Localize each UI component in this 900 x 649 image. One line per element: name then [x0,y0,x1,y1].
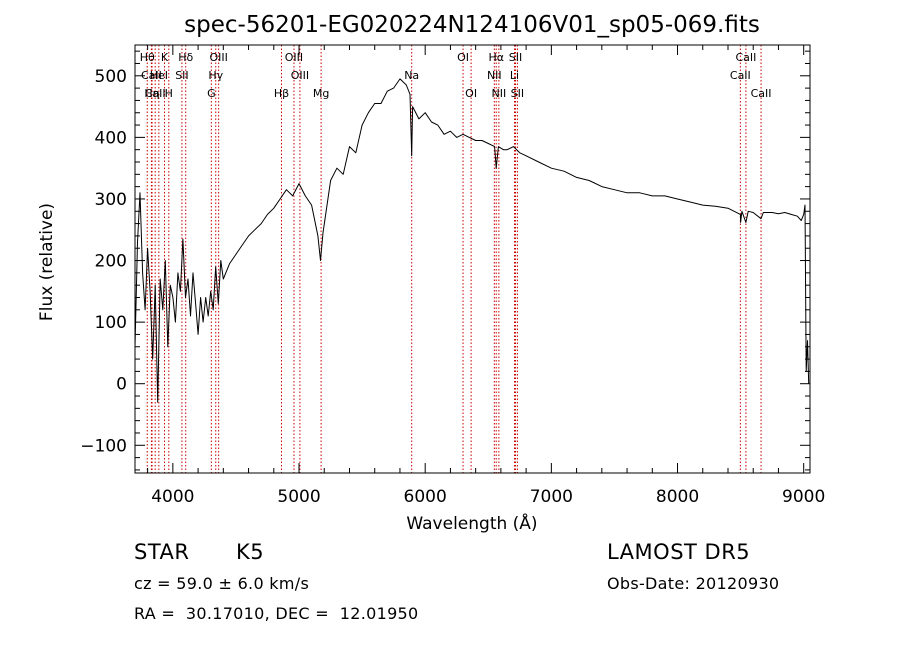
y-tick-label: 500 [95,67,127,87]
y-tick-label: 200 [95,252,127,272]
spectral-line-label: SII [509,51,522,64]
spectral-line-markers [146,45,762,473]
object-subclass: K5 [236,540,265,564]
x-tick-label: 9000 [782,487,825,507]
chart-title: spec-56201-EG020224N124106V01_sp05-069.f… [184,12,760,38]
spectral-line-label: NII [492,87,507,100]
x-tick-label: 5000 [277,487,320,507]
spectral-line-label: Na [404,69,419,82]
spectral-line-label: Hγ [208,69,223,82]
spectral-line-label: Hα [488,51,504,64]
observation-date: Obs-Date: 20120930 [607,574,780,593]
spectral-line-label: Hβ [274,87,289,100]
spectral-line-label: Hθ [140,51,155,64]
y-axis-label: Flux (relative) [37,203,57,321]
x-tick-label: 8000 [656,487,699,507]
x-tick-label: 7000 [530,487,573,507]
spectral-line-label: G [207,87,216,100]
spectral-line-label: CaII [730,69,751,82]
spectral-line-label: SII [511,87,524,100]
spectral-line-label: Li [510,69,519,82]
coordinates: RA = 30.17010, DEC = 12.01950 [134,604,419,623]
object-class: STAR [134,540,190,564]
spectral-line-label: HeI [150,69,168,82]
spectral-line-label: SII [175,69,188,82]
spectral-line-label: OI [457,51,469,64]
spectral-line-label: OIII [291,69,309,82]
spectral-line-label: CaII [145,87,166,100]
plot-frame [134,44,811,474]
redshift-velocity: cz = 59.0 ± 6.0 km/s [134,574,310,593]
x-tick-label: 4000 [151,487,194,507]
y-tick-label: 300 [95,190,127,210]
spectrum-line [134,78,810,403]
spectral-line-label: OIII [209,51,227,64]
spectral-line-label: NII [487,69,502,82]
spectral-line-label: Hδ [178,51,193,64]
spectral-line-label: CaII [751,87,772,100]
spectral-line-label: CaII [141,69,162,82]
y-tick-label: 0 [116,375,127,395]
x-tick-label: 6000 [404,487,447,507]
spectral-line-label: OIII [285,51,303,64]
survey-name: LAMOST DR5 [607,540,751,564]
spectral-line-label: K [161,51,169,64]
spectral-line-label: Mg [313,87,329,100]
spectral-line-label: CaII [735,51,756,64]
y-tick-label: −100 [80,436,127,456]
y-tick-label: 100 [95,313,127,333]
spectral-line-label: OI [465,87,477,100]
axis-ticks [135,45,810,473]
y-tick-label: 400 [95,128,127,148]
x-axis-label: Wavelength (Å) [406,512,537,534]
spectral-line-label: Hη [144,87,159,100]
spectral-line-label: H [165,87,173,100]
spectrum-series [134,78,810,403]
tick-labels: 4000 5000 6000 7000 8000 9000 −100 0 100 200 300 40… [80,67,825,507]
